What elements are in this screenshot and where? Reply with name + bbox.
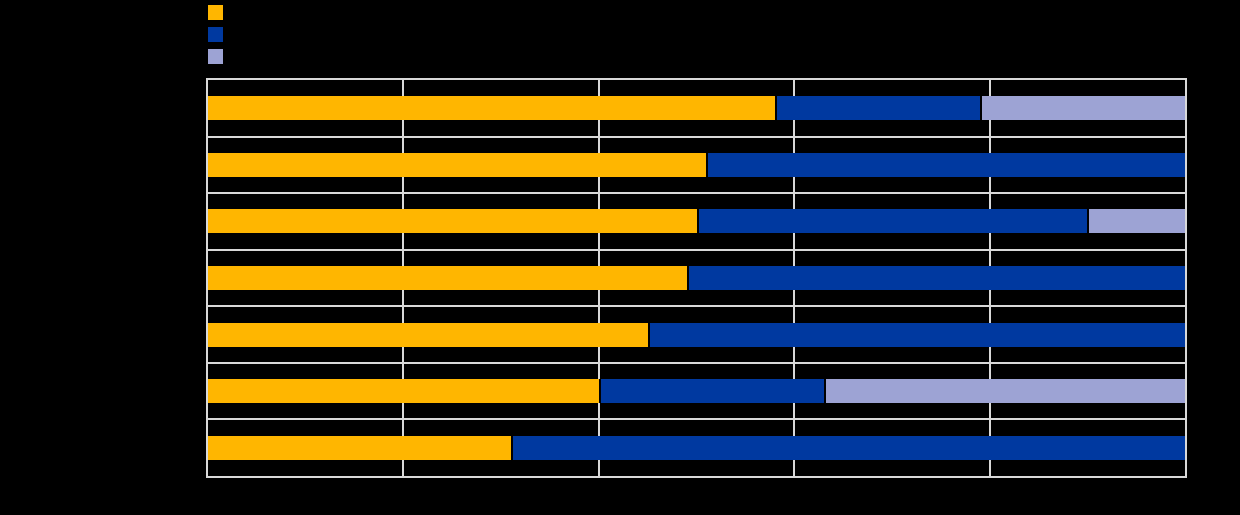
- bar-segment-series-light-purple-row-1: [979, 96, 1185, 121]
- bar-row-2: [208, 152, 1185, 177]
- bar-row-6: [208, 379, 1185, 404]
- gridline-horizontal-3: [208, 248, 1185, 251]
- gridline-horizontal-2: [208, 192, 1185, 195]
- bar-segment-series-light-purple-row-6: [823, 379, 1185, 404]
- bar-segment-series-yellow-row-7: [208, 435, 511, 460]
- bar-row-5: [208, 322, 1185, 347]
- legend-swatch-series-yellow: [208, 5, 223, 20]
- bar-row-1: [208, 96, 1185, 121]
- bar-row-4: [208, 266, 1185, 290]
- bar-segment-series-dark-blue-row-7: [510, 435, 1185, 460]
- legend: [208, 5, 231, 64]
- bar-segment-series-yellow-row-1: [208, 96, 775, 121]
- bar-segment-series-yellow-row-5: [208, 322, 648, 347]
- legend-swatch-series-light-purple: [208, 49, 223, 64]
- gridline-horizontal-5: [208, 361, 1185, 364]
- legend-item-series-light-purple: [208, 49, 231, 64]
- legend-item-series-yellow: [208, 5, 231, 20]
- bar-segment-series-dark-blue-row-4: [686, 266, 1185, 290]
- gridline-horizontal-4: [208, 305, 1185, 308]
- bar-segment-series-yellow-row-3: [208, 209, 697, 234]
- bar-row-7: [208, 435, 1185, 460]
- gridline-horizontal-1: [208, 135, 1185, 138]
- bar-segment-series-dark-blue-row-1: [774, 96, 980, 121]
- gridline-horizontal-6: [208, 418, 1185, 421]
- bar-segment-series-light-purple-row-3: [1087, 209, 1185, 234]
- bar-segment-series-dark-blue-row-3: [696, 209, 1088, 234]
- bar-row-3: [208, 209, 1185, 234]
- bar-segment-series-yellow-row-6: [208, 379, 599, 404]
- bar-segment-series-dark-blue-row-5: [647, 322, 1185, 347]
- legend-item-series-dark-blue: [208, 27, 231, 42]
- bar-segment-series-yellow-row-4: [208, 266, 687, 290]
- bar-segment-series-dark-blue-row-2: [706, 152, 1185, 177]
- bar-segment-series-dark-blue-row-6: [598, 379, 824, 404]
- plot-area: [206, 78, 1187, 478]
- legend-swatch-series-dark-blue: [208, 27, 223, 42]
- bar-segment-series-yellow-row-2: [208, 152, 707, 177]
